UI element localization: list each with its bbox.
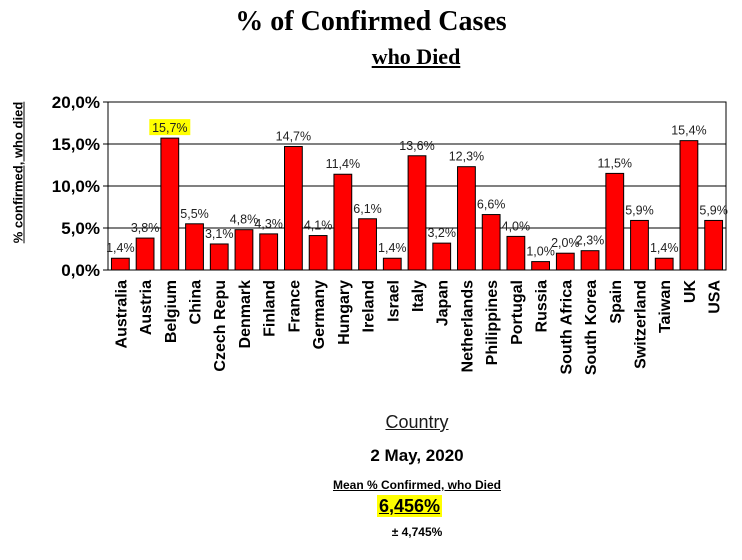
value-label: 15,7% — [152, 121, 187, 135]
y-tick-label: 5,0% — [61, 219, 100, 238]
value-label: 4,1% — [304, 219, 333, 233]
value-label: 5,5% — [180, 207, 209, 221]
bar — [580, 250, 600, 271]
x-tick-label: Russia — [534, 280, 551, 333]
value-label: 1,0% — [526, 245, 555, 259]
x-tick-label: Belgium — [163, 280, 180, 343]
x-tick-label: Philippines — [484, 280, 501, 365]
bar — [209, 243, 229, 271]
value-label: 4,8% — [230, 213, 259, 227]
bar — [506, 235, 526, 271]
mean-value: 6,456% — [377, 495, 443, 517]
bar — [555, 252, 575, 271]
bar — [679, 140, 699, 271]
x-tick-label: Switzerland — [632, 280, 649, 369]
value-label: 4,3% — [254, 217, 283, 231]
value-label: 3,1% — [205, 227, 234, 241]
x-tick-label: Australia — [113, 280, 130, 349]
x-tick-label: Czech Repu — [212, 280, 229, 372]
x-tick-label: Portugal — [509, 280, 526, 345]
x-tick-label: South Korea — [583, 280, 600, 375]
chart-title: % of Confirmed Cases — [235, 6, 507, 37]
bar — [358, 218, 377, 271]
bar — [432, 242, 452, 271]
x-tick-label: Taiwan — [657, 280, 674, 333]
value-label: 1,4% — [106, 241, 135, 255]
y-ticks-layer: 0,0% 5,0% 10,0% 15,0% 20,0% — [52, 93, 100, 280]
bar — [333, 173, 353, 271]
y-tick-label: 10,0% — [52, 177, 100, 196]
value-label: 5,9% — [699, 203, 728, 217]
x-tick-label: Austria — [138, 280, 155, 335]
bar — [457, 166, 476, 271]
mean-label: Mean % Confirmed, who Died — [332, 478, 501, 492]
x-tick-label: South Africa — [558, 280, 575, 375]
bar — [308, 235, 328, 271]
bar — [135, 237, 155, 271]
bars-layer — [110, 137, 724, 271]
value-label: 5,9% — [625, 203, 654, 217]
bar — [630, 219, 649, 271]
bar — [605, 172, 625, 271]
x-tick-label: Finland — [262, 280, 279, 337]
x-tick-label: Ireland — [361, 280, 378, 332]
value-label: 1,4% — [650, 241, 679, 255]
value-label-highlight — [149, 119, 191, 136]
x-tick-label: Italy — [410, 280, 427, 312]
y-tick-label: 20,0% — [52, 93, 100, 112]
bar — [407, 155, 427, 271]
x-axis-title: Country — [385, 412, 449, 432]
y-tick-label: 15,0% — [52, 135, 100, 154]
x-tick-label: Israel — [385, 280, 402, 322]
x-tick-label: Netherlands — [459, 280, 476, 373]
value-label: 14,7% — [276, 130, 311, 144]
x-tick-label: USA — [707, 280, 724, 314]
x-tick-label: China — [188, 280, 205, 325]
x-tick-label: France — [286, 280, 303, 333]
value-label: 2,3% — [576, 234, 605, 248]
x-tick-label: UK — [682, 280, 699, 304]
bar — [160, 137, 180, 271]
x-tick-label: Germany — [311, 280, 328, 349]
value-label: 3,2% — [427, 226, 456, 240]
value-label: 6,1% — [353, 202, 382, 216]
bar — [234, 229, 254, 271]
value-labels-layer: 1,4% 3,8% 15,7% 5,5% 3,1%4,8%4,3% 14,7% 4,1% 11… — [106, 119, 728, 259]
value-label: 11,4% — [326, 157, 361, 171]
value-label: 6,6% — [477, 198, 506, 212]
bar — [704, 219, 724, 271]
sd-value: ± 4,745% — [391, 525, 443, 539]
x-tick-label: Hungary — [336, 280, 353, 345]
x-ticks-layer: Australia Austria Belgium China Czech Repu De… — [113, 280, 723, 376]
x-tick-label: Denmark — [237, 280, 254, 349]
bar — [531, 261, 550, 271]
bar — [110, 257, 130, 271]
date-label: 2 May, 2020 — [370, 446, 464, 465]
value-label: 1,4% — [378, 241, 407, 255]
value-label: 12,3% — [449, 150, 484, 164]
bar — [481, 214, 501, 271]
value-label: 15,4% — [671, 124, 706, 138]
chart-subtitle: who Died — [371, 44, 461, 69]
value-label: 11,5% — [598, 156, 633, 170]
bar — [382, 257, 402, 271]
value-label: 3,8% — [131, 221, 160, 235]
bar — [284, 146, 303, 271]
y-tick-label: 0,0% — [61, 261, 100, 280]
bar — [654, 257, 674, 271]
x-tick-label: Japan — [435, 280, 452, 326]
value-label: 13,6% — [399, 139, 434, 153]
value-label: 2,0% — [551, 236, 580, 250]
value-label: 4,0% — [502, 219, 531, 233]
bar — [259, 233, 279, 271]
bar — [185, 223, 204, 271]
x-tick-label: Spain — [608, 280, 625, 324]
